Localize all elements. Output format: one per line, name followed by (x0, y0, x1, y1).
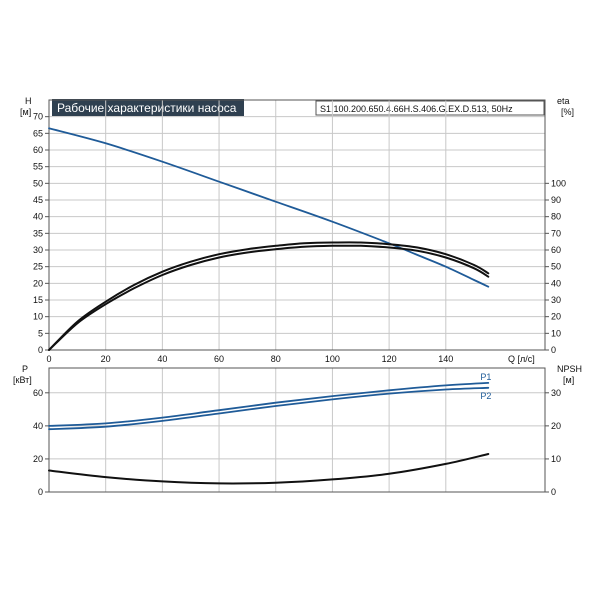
top-left-tick-label: 60 (33, 145, 43, 155)
top-left-tick-label: 70 (33, 112, 43, 122)
bottom-plot-frame (48, 367, 546, 493)
top-x-tick-label: 60 (214, 354, 224, 364)
bottom-right-axis-unit: [м] (563, 375, 574, 385)
top-series-line-2 (48, 241, 490, 351)
series-label-p1: P1 (480, 372, 491, 382)
top-left-tick-label: 50 (33, 178, 43, 188)
bottom-left-tick-label: 40 (33, 421, 43, 431)
top-left-tick-label: 15 (33, 295, 43, 305)
top-left-tick-label: 30 (33, 245, 43, 255)
top-x-tick-label: 140 (438, 354, 453, 364)
top-x-tick-label: 100 (325, 354, 340, 364)
top-series-line-3 (48, 244, 490, 351)
bottom-left-axis-title: P (22, 364, 28, 374)
top-right-tick-label: 30 (551, 295, 561, 305)
power-npsh-panel: 0 20 40 60 0 10 20 30 P[кВт] NPSH[м] P1 P2 (13, 364, 582, 497)
top-x-tick-label: 120 (382, 354, 397, 364)
top-left-tick-label: 25 (33, 262, 43, 272)
head-efficiency-panel: 0 5 10 15 20 25 30 35 40 45 50 55 60 65 70 0 10 20 30 40 50 6… (20, 96, 574, 364)
top-left-tick-label: 10 (33, 312, 43, 322)
bottom-left-tick-label: 0 (38, 487, 43, 497)
top-left-tick-label: 55 (33, 162, 43, 172)
top-right-tick-label: 20 (551, 312, 561, 322)
top-left-tick-label: 65 (33, 128, 43, 138)
top-left-tick-label: 45 (33, 195, 43, 205)
bottom-series-line-1 (48, 382, 490, 427)
top-x-tick-label: 80 (271, 354, 281, 364)
bottom-left-tick-label: 60 (33, 388, 43, 398)
top-series-line-1 (48, 127, 490, 288)
top-right-tick-label: 70 (551, 228, 561, 238)
bottom-right-tick-label: 30 (551, 388, 561, 398)
top-x-tick-label: 20 (101, 354, 111, 364)
model-box (315, 100, 545, 116)
top-right-tick-label: 10 (551, 328, 561, 338)
top-right-tick-label: 40 (551, 278, 561, 288)
top-right-tick-label: 60 (551, 245, 561, 255)
bottom-left-axis-unit: [кВт] (13, 375, 32, 385)
title-box (52, 99, 244, 116)
chart-title: Рабочие характеристики насоса (57, 101, 237, 115)
model-label: S1.100.200.650.4.66H.S.406.G.EX.D.513, 5… (320, 104, 513, 114)
bottom-left-tick-label: 20 (33, 454, 43, 464)
bottom-series-line-3 (48, 453, 490, 485)
top-left-axis-unit: [м] (20, 107, 31, 117)
bottom-series-line-2 (48, 386, 490, 431)
top-left-tick-label: 0 (38, 345, 43, 355)
bottom-right-tick-label: 20 (551, 421, 561, 431)
top-x-tick-label: 0 (46, 354, 51, 364)
top-left-tick-label: 20 (33, 278, 43, 288)
top-right-tick-label: 50 (551, 262, 561, 272)
bottom-right-axis-title: NPSH (557, 364, 582, 374)
bottom-right-tick-label: 10 (551, 454, 561, 464)
top-left-tick-label: 5 (38, 328, 43, 338)
top-plot-frame (48, 99, 546, 351)
top-right-tick-label: 0 (551, 345, 556, 355)
series-label-p2: P2 (480, 391, 491, 401)
top-right-tick-label: 80 (551, 212, 561, 222)
top-x-tick-label: 40 (157, 354, 167, 364)
bottom-right-tick-label: 0 (551, 487, 556, 497)
top-x-axis-label: Q [л/с] (508, 354, 535, 364)
top-right-tick-label: 90 (551, 195, 561, 205)
top-right-axis-title: eta (557, 96, 570, 106)
top-right-axis-unit: [%] (561, 107, 574, 117)
top-left-tick-label: 35 (33, 228, 43, 238)
top-left-axis-title: H (25, 96, 32, 106)
top-right-tick-label: 100 (551, 178, 566, 188)
top-left-tick-label: 40 (33, 212, 43, 222)
